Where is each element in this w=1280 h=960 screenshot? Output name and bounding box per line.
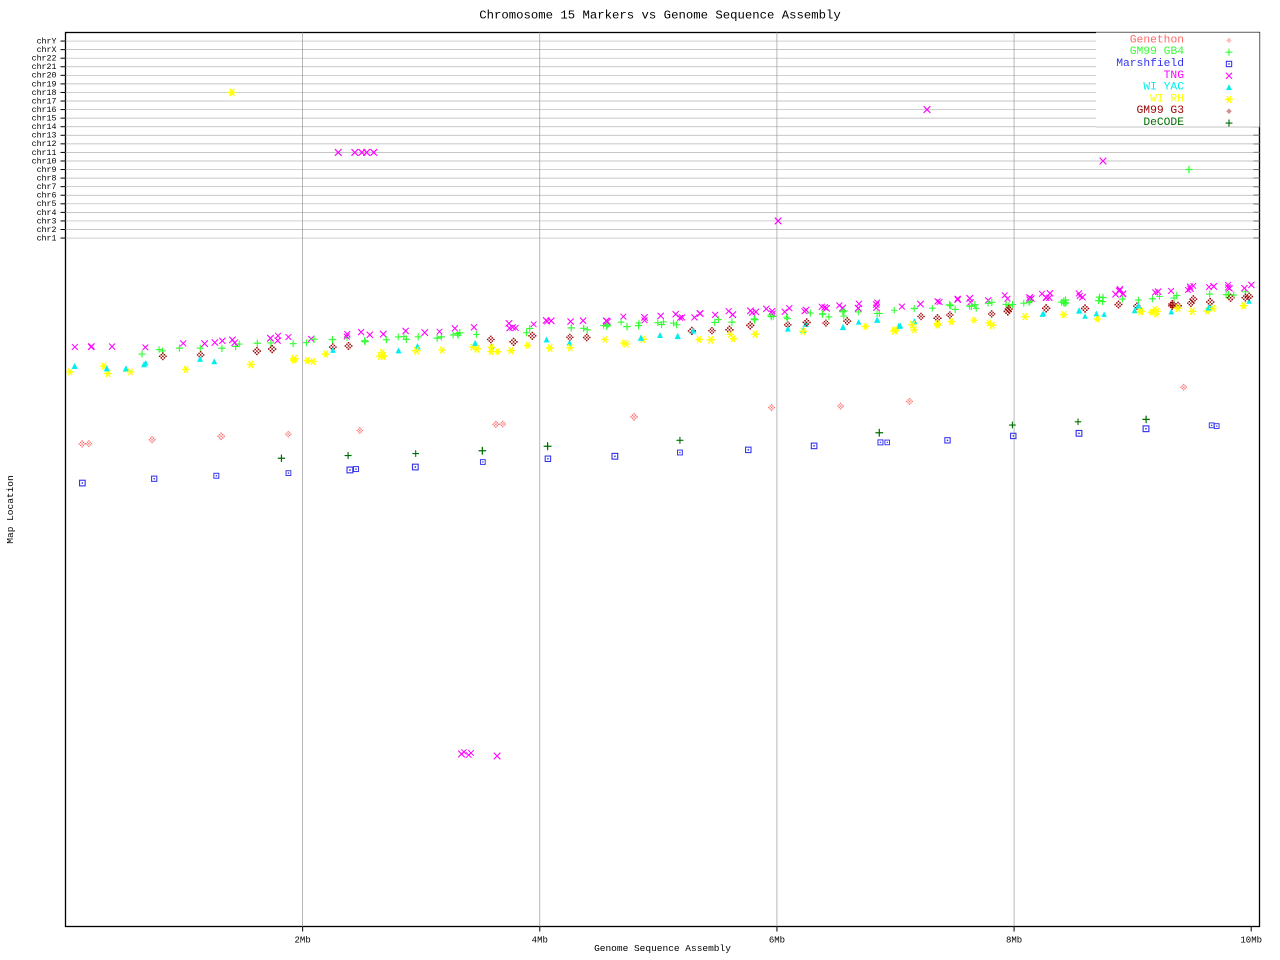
svg-text:chr8: chr8 bbox=[37, 174, 57, 184]
svg-text:4Mb: 4Mb bbox=[532, 936, 548, 946]
svg-text:8Mb: 8Mb bbox=[1006, 936, 1022, 946]
svg-text:10Mb: 10Mb bbox=[1240, 936, 1262, 946]
svg-text:WI YAC: WI YAC bbox=[1143, 82, 1184, 94]
svg-text:chrX: chrX bbox=[37, 45, 57, 55]
svg-text:chr17: chr17 bbox=[32, 96, 57, 106]
svg-text:chr2: chr2 bbox=[37, 225, 57, 235]
svg-text:chr15: chr15 bbox=[32, 114, 57, 124]
svg-text:chr11: chr11 bbox=[32, 148, 57, 158]
svg-text:chr7: chr7 bbox=[37, 182, 57, 192]
svg-text:chr16: chr16 bbox=[32, 105, 57, 115]
svg-text:6Mb: 6Mb bbox=[769, 936, 785, 946]
svg-text:TNG: TNG bbox=[1164, 70, 1185, 82]
svg-text:chr1: chr1 bbox=[37, 233, 57, 243]
svg-text:chr12: chr12 bbox=[32, 139, 57, 149]
svg-text:chr19: chr19 bbox=[32, 79, 57, 89]
svg-text:chr21: chr21 bbox=[32, 62, 57, 72]
svg-text:chr10: chr10 bbox=[32, 156, 57, 166]
svg-text:chr22: chr22 bbox=[32, 54, 57, 64]
svg-text:Marshfield: Marshfield bbox=[1116, 58, 1184, 70]
svg-text:GM99 GB4: GM99 GB4 bbox=[1130, 46, 1184, 58]
svg-text:Chromosome 15 Markers vs Genom: Chromosome 15 Markers vs Genome Sequence… bbox=[479, 9, 841, 23]
svg-text:2Mb: 2Mb bbox=[295, 936, 311, 946]
svg-text:Genome Sequence Assembly: Genome Sequence Assembly bbox=[594, 943, 731, 954]
svg-text:chr13: chr13 bbox=[32, 131, 57, 141]
svg-text:DeCODE: DeCODE bbox=[1143, 117, 1184, 129]
svg-text:chr5: chr5 bbox=[37, 199, 57, 209]
svg-text:WI RH: WI RH bbox=[1150, 93, 1184, 105]
svg-text:chr14: chr14 bbox=[32, 122, 57, 132]
svg-text:chr4: chr4 bbox=[37, 208, 57, 218]
svg-text:Genethon: Genethon bbox=[1130, 34, 1184, 46]
svg-text:chrY: chrY bbox=[37, 36, 57, 46]
svg-text:GM99 G3: GM99 G3 bbox=[1137, 105, 1185, 117]
svg-text:chr3: chr3 bbox=[37, 216, 57, 226]
svg-text:chr20: chr20 bbox=[32, 71, 57, 81]
svg-text:chr9: chr9 bbox=[37, 165, 57, 175]
svg-text:chr6: chr6 bbox=[37, 191, 57, 201]
svg-text:Map Location: Map Location bbox=[5, 475, 16, 543]
svg-text:chr18: chr18 bbox=[32, 88, 57, 98]
